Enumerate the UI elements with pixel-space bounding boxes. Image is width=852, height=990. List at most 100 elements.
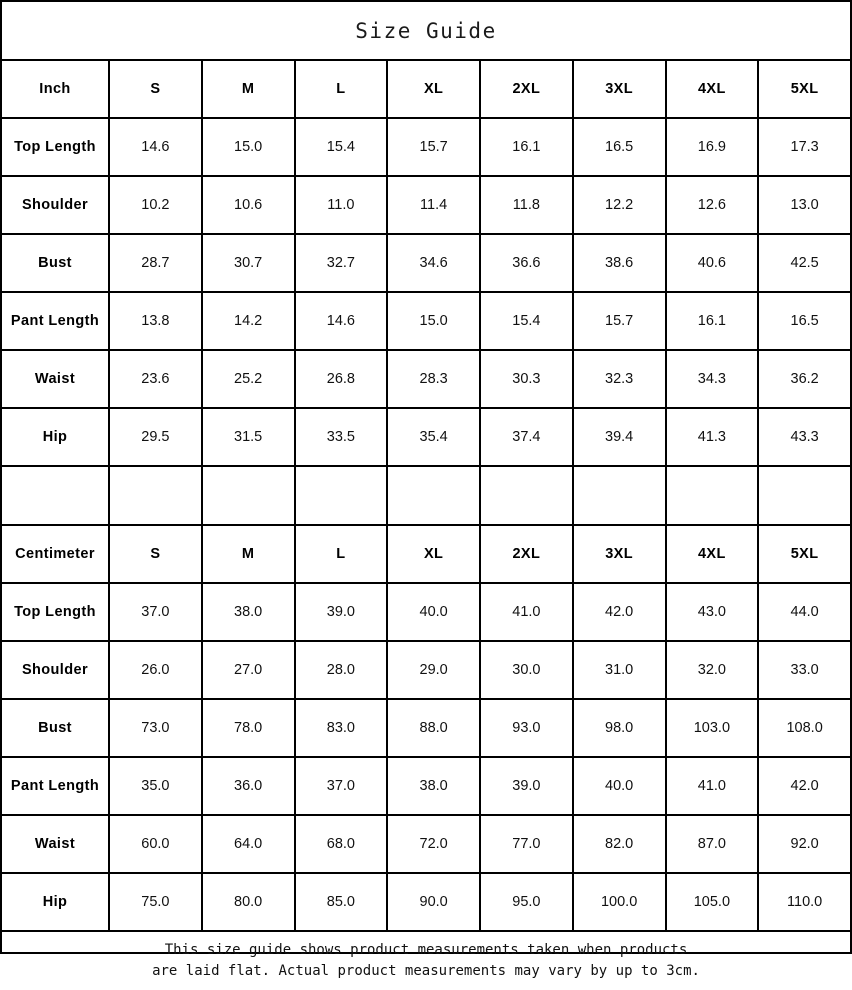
measurement-value: 10.2 [110, 177, 203, 233]
measurement-value-text: 16.1 [512, 139, 541, 155]
measurement-value: 100.0 [574, 874, 667, 930]
measurement-value-text: 28.3 [419, 371, 448, 387]
measurement-value: 31.0 [574, 642, 667, 698]
size-header-xl: XL [388, 526, 481, 582]
measurement-value: 14.6 [110, 119, 203, 175]
footer-note-row: This size guide shows product measuremen… [2, 932, 850, 990]
measurement-value-text: 39.4 [605, 429, 634, 445]
measurement-value: 32.3 [574, 351, 667, 407]
measurement-value-text: 32.3 [605, 371, 634, 387]
measurement-value: 35.4 [388, 409, 481, 465]
measurement-value-text: 15.4 [512, 313, 541, 329]
measurement-value-text: 108.0 [786, 720, 823, 736]
measurement-value: 23.6 [110, 351, 203, 407]
measurement-value: 39.0 [481, 758, 574, 814]
measurement-value-text: 75.0 [141, 894, 170, 910]
measurement-label: Bust [2, 700, 110, 756]
size-header-label: M [241, 546, 255, 562]
measurement-label: Bust [2, 235, 110, 291]
spacer-cell [203, 467, 296, 524]
spacer-cell [296, 467, 389, 524]
measurement-value-text: 83.0 [326, 720, 355, 736]
table-row: Top Length 14.6 15.0 15.4 15.7 16.1 16.5 16.9 17… [2, 119, 850, 177]
measurement-value-text: 13.0 [790, 197, 819, 213]
measurement-value: 72.0 [388, 816, 481, 872]
measurement-value: 32.7 [296, 235, 389, 291]
measurement-value: 15.7 [574, 293, 667, 349]
measurement-value: 33.0 [759, 642, 850, 698]
measurement-value-text: 93.0 [512, 720, 541, 736]
size-header-label: M [241, 81, 255, 97]
measurement-value-text: 35.0 [141, 778, 170, 794]
measurement-value-text: 26.8 [326, 371, 355, 387]
spacer-cell [574, 467, 667, 524]
measurement-value: 42.0 [759, 758, 850, 814]
measurement-value: 90.0 [388, 874, 481, 930]
measurement-value: 12.2 [574, 177, 667, 233]
measurement-value: 40.0 [574, 758, 667, 814]
measurement-value: 41.3 [667, 409, 760, 465]
measurement-value: 15.7 [388, 119, 481, 175]
measurement-value: 37.4 [481, 409, 574, 465]
size-header-2xl: 2XL [481, 526, 574, 582]
measurement-value-text: 30.3 [512, 371, 541, 387]
measurement-value-text: 31.5 [234, 429, 263, 445]
size-header-label: L [336, 81, 346, 97]
measurement-value-text: 41.3 [697, 429, 726, 445]
measurement-label-text: Bust [38, 720, 72, 736]
measurement-value: 92.0 [759, 816, 850, 872]
spacer-cell [759, 467, 850, 524]
measurement-value-text: 17.3 [790, 139, 819, 155]
measurement-value: 30.0 [481, 642, 574, 698]
measurement-value: 15.4 [296, 119, 389, 175]
measurement-value-text: 16.9 [697, 139, 726, 155]
size-header-s: S [110, 526, 203, 582]
measurement-value-text: 36.2 [790, 371, 819, 387]
measurement-value: 83.0 [296, 700, 389, 756]
size-header-4xl: 4XL [667, 61, 760, 117]
spacer-cell [110, 467, 203, 524]
unit-header-inch: Inch [2, 61, 110, 117]
measurement-label-text: Top Length [14, 139, 96, 155]
measurement-value: 14.2 [203, 293, 296, 349]
measurement-value: 38.0 [388, 758, 481, 814]
spacer-cell [481, 467, 574, 524]
measurement-value-text: 95.0 [512, 894, 541, 910]
measurement-value: 41.0 [481, 584, 574, 640]
measurement-value: 14.6 [296, 293, 389, 349]
header-row-centimeter: Centimeter S M L XL 2XL 3XL 4XL 5XL [2, 526, 850, 584]
measurement-value-text: 15.0 [234, 139, 263, 155]
measurement-value-text: 39.0 [326, 604, 355, 620]
size-header-label: 5XL [790, 81, 819, 97]
page-title: Size Guide [355, 18, 497, 43]
size-header-label: S [150, 546, 161, 562]
measurement-value: 38.6 [574, 235, 667, 291]
table-row: Bust 28.7 30.7 32.7 34.6 36.6 38.6 40.6 42.5 [2, 235, 850, 293]
measurement-value-text: 33.0 [790, 662, 819, 678]
measurement-value-text: 82.0 [605, 836, 634, 852]
measurement-value: 44.0 [759, 584, 850, 640]
measurement-value: 36.2 [759, 351, 850, 407]
measurement-value-text: 15.0 [419, 313, 448, 329]
measurement-value: 17.3 [759, 119, 850, 175]
size-header-l: L [296, 61, 389, 117]
measurement-value: 15.0 [388, 293, 481, 349]
measurement-value-text: 11.0 [327, 197, 355, 213]
measurement-value: 25.2 [203, 351, 296, 407]
measurement-value: 60.0 [110, 816, 203, 872]
spacer-row [2, 467, 850, 526]
measurement-value: 28.7 [110, 235, 203, 291]
measurement-label-text: Hip [42, 894, 68, 910]
measurement-value: 36.0 [203, 758, 296, 814]
measurement-value-text: 12.2 [605, 197, 634, 213]
measurement-value-text: 39.0 [512, 778, 541, 794]
measurement-value-text: 16.5 [605, 139, 634, 155]
measurement-value: 77.0 [481, 816, 574, 872]
measurement-label: Hip [2, 874, 110, 930]
measurement-value-text: 14.6 [141, 139, 170, 155]
measurement-value-text: 15.4 [326, 139, 355, 155]
measurement-value-text: 16.1 [697, 313, 726, 329]
size-header-label: 2XL [512, 546, 541, 562]
measurement-value-text: 32.0 [697, 662, 726, 678]
measurement-value: 32.0 [667, 642, 760, 698]
